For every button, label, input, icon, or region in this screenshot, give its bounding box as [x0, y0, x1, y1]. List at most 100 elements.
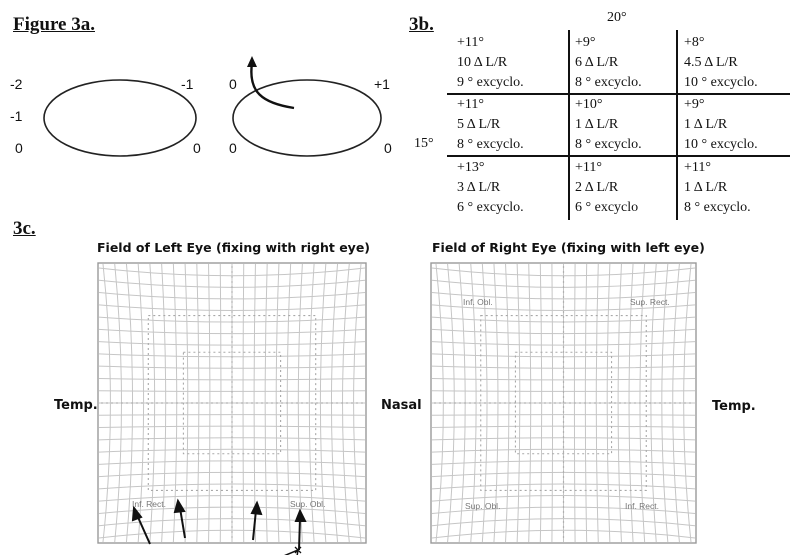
left-field-title: Field of Left Eye (fixing with right eye… [97, 240, 371, 255]
grid-horizontal-curve [431, 483, 696, 490]
left-corner-label-bl: Inf. Rect. [132, 499, 167, 509]
arrow-4-head-icon [294, 508, 307, 522]
cell-horizontal: 1 Δ L/R [684, 180, 728, 195]
grid-horizontal-curve [98, 495, 366, 502]
arrow-3-head-icon [250, 500, 263, 516]
grid-vertical-curve [308, 263, 315, 543]
cell-r3-c3: +11° 1 Δ L/R 8 ° excyclo. [684, 158, 751, 218]
cell-vertical: +9° [575, 35, 596, 50]
left-field-grid [97, 262, 367, 544]
arrow-1-head-icon [131, 505, 143, 522]
cell-torsion: 8 ° excyclo. [684, 200, 751, 215]
cell-horizontal: 1 Δ L/R [684, 117, 728, 132]
label-zero-right-br: 0 [384, 140, 392, 156]
grid-vertical-curve [319, 263, 327, 543]
label-minus-1-top: -1 [181, 76, 194, 92]
grid-horizontal-curve [431, 495, 696, 502]
cell-torsion: 9 ° excyclo. [457, 75, 524, 90]
ellipse-right [232, 79, 382, 157]
grid-vertical-curve [353, 263, 362, 543]
dotted-reference-square [147, 315, 317, 491]
ellipse-diagrams [43, 56, 382, 157]
figure-3b-title: 3b. [409, 14, 434, 35]
temp-label-right: Temp. [712, 399, 756, 414]
left-x-markers-icon [294, 546, 302, 554]
grid-vertical-curve [683, 263, 692, 543]
temp-label-left: Temp. [54, 398, 98, 413]
left-plot-outline [284, 548, 299, 555]
cell-torsion: 8 ° excyclo. [575, 75, 642, 90]
figure-3a-title: Figure 3a. [13, 14, 95, 35]
cell-torsion: 6 ° excyclo [575, 200, 639, 215]
grid-horizontal-curve [431, 529, 696, 539]
label-zero-br: 0 [193, 140, 201, 156]
left-eye-field [97, 262, 367, 544]
cell-r3-c1: +13° 3 Δ L/R 6 ° excyclo. [457, 158, 524, 218]
cell-vertical: +11° [684, 160, 711, 175]
rotation-arrow-icon [250, 62, 295, 110]
cell-torsion: 8 ° excyclo. [575, 137, 642, 152]
label-zero-right-top: 0 [229, 76, 237, 92]
label-plus-1: +1 [374, 76, 390, 92]
cell-vertical: +9° [684, 97, 705, 112]
cell-torsion: 10 ° excyclo. [684, 75, 758, 90]
deviation-grid-lines [447, 30, 790, 220]
grid-horizontal-curve [431, 460, 696, 465]
cell-horizontal: 10 Δ L/R [457, 55, 508, 70]
field-traces [131, 498, 307, 555]
right-corner-label-br: Inf. Rect. [625, 501, 660, 511]
cell-r1-c3: +8° 4.5 Δ L/R 10 ° excyclo. [684, 33, 758, 93]
cell-r2-c1: +11° 5 Δ L/R 8 ° excyclo. [457, 95, 524, 155]
label-20-degrees: 20° [607, 10, 627, 25]
cell-vertical: +8° [684, 35, 705, 50]
cell-torsion: 10 ° excyclo. [684, 137, 758, 152]
right-corner-label-bl: Sup. Obl. [465, 501, 501, 511]
dotted-center-cross [434, 266, 693, 540]
left-corner-label-br: Sup. Obl. [290, 499, 326, 509]
left-field-arrows [131, 498, 307, 551]
label-zero-bl: 0 [15, 140, 23, 156]
grid-horizontal-curve [98, 483, 366, 490]
label-minus-2: -2 [10, 76, 23, 92]
cell-horizontal: 2 Δ L/R [575, 180, 619, 195]
cell-r2-c3: +9° 1 Δ L/R 10 ° excyclo. [684, 95, 758, 155]
figure-3c-title: 3c. [13, 218, 36, 239]
cell-horizontal: 5 Δ L/R [457, 117, 501, 132]
arrow-4-icon [298, 517, 301, 551]
cell-horizontal: 4.5 Δ L/R [684, 55, 738, 70]
cell-r1-c2: +9° 6 Δ L/R 8 ° excyclo. [575, 33, 642, 93]
grid-vertical-curve [672, 263, 680, 543]
grid-vertical-curve [242, 263, 245, 543]
grid-vertical-curve [617, 263, 622, 543]
right-field-title: Field of Right Eye (fixing with left eye… [432, 240, 705, 255]
nasal-label: Nasal [381, 398, 422, 413]
cell-horizontal: 1 Δ L/R [575, 117, 619, 132]
label-zero-right-bl: 0 [229, 140, 237, 156]
grid-horizontal-curve [98, 460, 366, 465]
dotted-reference-square [182, 351, 282, 455]
cell-horizontal: 6 Δ L/R [575, 55, 619, 70]
ellipse-left [43, 79, 197, 157]
left-field-plot [284, 548, 299, 555]
grid-horizontal-curve [431, 448, 696, 453]
dotted-reference-square [514, 351, 613, 455]
plot-markers [294, 546, 302, 554]
grid-vertical-curve [595, 263, 599, 543]
grid-horizontal-curve [98, 518, 366, 527]
grid-horizontal-curve [431, 518, 696, 527]
arrow-1-icon [136, 514, 151, 545]
dotted-center-cross [101, 266, 363, 540]
right-field-grid [430, 262, 697, 544]
label-minus-1-mid: -1 [10, 108, 23, 124]
cell-vertical: +11° [457, 97, 484, 112]
right-corner-label-tl: Inf. Obl. [463, 297, 493, 307]
cell-torsion: 6 ° excyclo. [457, 200, 524, 215]
cell-r3-c2: +11° 2 Δ L/R 6 ° excyclo [575, 158, 638, 218]
right-corner-label-tr: Sup. Rect. [630, 297, 670, 307]
cell-vertical: +11° [457, 35, 484, 50]
cell-r1-c1: +11° 10 Δ L/R 9 ° excyclo. [457, 33, 524, 93]
arrow-3-icon [252, 509, 257, 541]
cell-vertical: +11° [575, 160, 602, 175]
cell-torsion: 8 ° excyclo. [457, 137, 524, 152]
cell-r2-c2: +10° 1 Δ L/R 8 ° excyclo. [575, 95, 642, 155]
